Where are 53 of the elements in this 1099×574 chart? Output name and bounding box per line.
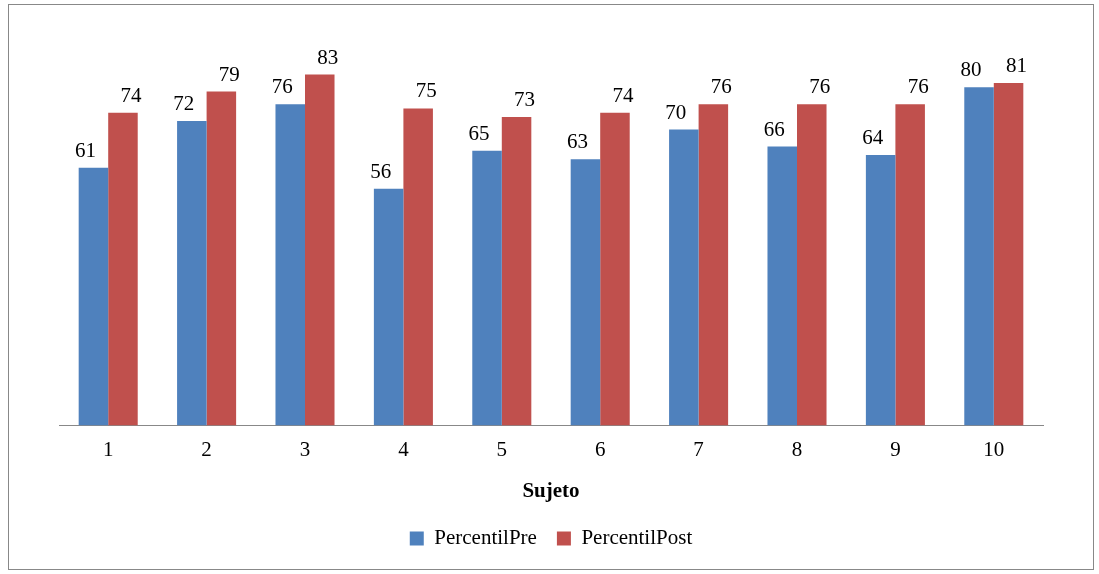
data-label: 74 (120, 82, 142, 107)
data-label: 76 (809, 74, 831, 99)
x-tick-label: 6 (594, 436, 606, 461)
data-label: 56 (370, 158, 392, 183)
x-tick-label: 1 (102, 436, 114, 461)
data-label: 66 (763, 116, 785, 141)
data-label: 76 (710, 74, 732, 99)
data-label: 81 (1006, 53, 1028, 78)
bar (570, 159, 601, 426)
data-label: 61 (74, 137, 96, 162)
x-axis-title: Sujeto (522, 477, 580, 502)
bar (600, 112, 630, 426)
data-label: 73 (514, 86, 536, 111)
bar (206, 91, 237, 426)
bar (177, 121, 207, 426)
data-label: 64 (862, 124, 884, 149)
data-label: 65 (468, 120, 490, 145)
data-label: 74 (612, 82, 634, 107)
data-label: 75 (415, 78, 437, 103)
bar (275, 104, 305, 426)
bar (373, 188, 404, 426)
bar (993, 83, 1024, 426)
bar (108, 112, 138, 426)
x-tick-label: 7 (693, 436, 704, 461)
x-tick-label: 2 (201, 436, 212, 461)
bar (895, 104, 925, 426)
data-label: 76 (271, 74, 293, 99)
x-tick-label: 9 (890, 436, 901, 461)
x-tick-label: 4 (398, 436, 410, 461)
legend-label: PercentilPost (581, 525, 693, 550)
bar (767, 146, 797, 426)
legend-label: PercentilPre (434, 525, 537, 550)
bar (797, 104, 827, 426)
bar (305, 74, 335, 426)
x-tick-label: 5 (496, 436, 508, 461)
bar (669, 129, 699, 426)
data-label: 83 (317, 44, 339, 69)
bar (403, 108, 433, 426)
bar (472, 150, 502, 426)
x-tick-label: 3 (299, 436, 311, 461)
data-label: 72 (173, 91, 195, 116)
x-tick-label: 10 (983, 436, 1005, 461)
bar (698, 104, 729, 426)
bar (964, 87, 994, 426)
data-label: 63 (566, 129, 588, 154)
bar (865, 154, 896, 426)
data-label: 76 (907, 74, 929, 99)
data-label: 70 (665, 99, 687, 124)
bar (501, 116, 532, 426)
bar (78, 167, 109, 426)
data-label: 80 (960, 57, 982, 82)
x-tick-label: 8 (791, 436, 803, 461)
data-label: 79 (218, 61, 240, 86)
